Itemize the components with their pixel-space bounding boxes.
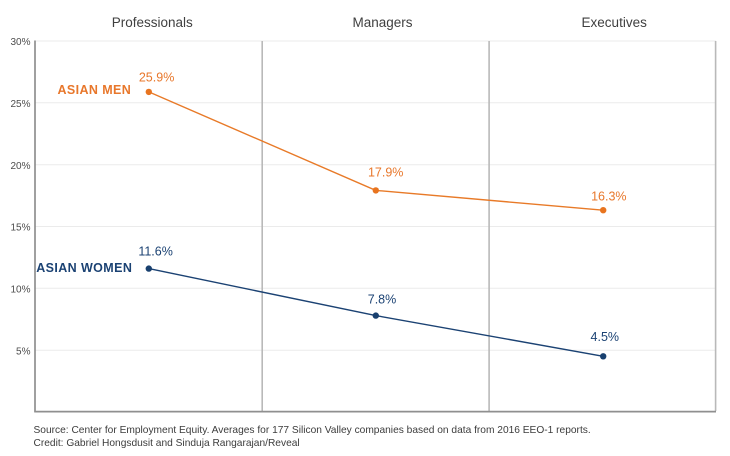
svg-text:Credit: Gabriel Hongsdusit and: Credit: Gabriel Hongsdusit and Sinduja R… [34,438,300,449]
svg-text:5%: 5% [16,346,31,357]
svg-text:ASIAN WOMEN: ASIAN WOMEN [36,261,132,275]
svg-text:25.9%: 25.9% [139,71,174,85]
svg-text:20%: 20% [10,161,30,172]
svg-text:16.3%: 16.3% [591,190,626,204]
svg-text:10%: 10% [10,285,30,296]
svg-text:Managers: Managers [352,15,412,30]
svg-text:7.8%: 7.8% [368,293,397,307]
svg-text:4.5%: 4.5% [591,330,620,344]
svg-text:Professionals: Professionals [112,15,193,30]
svg-text:15%: 15% [10,223,30,234]
svg-text:Executives: Executives [582,15,648,30]
svg-text:11.6%: 11.6% [138,245,173,259]
svg-text:25%: 25% [10,99,30,110]
svg-text:ASIAN MEN: ASIAN MEN [57,83,131,97]
svg-text:30%: 30% [10,37,30,48]
svg-text:17.9%: 17.9% [368,165,403,179]
svg-text:Source: Center for Employment: Source: Center for Employment Equity. Av… [34,425,591,436]
